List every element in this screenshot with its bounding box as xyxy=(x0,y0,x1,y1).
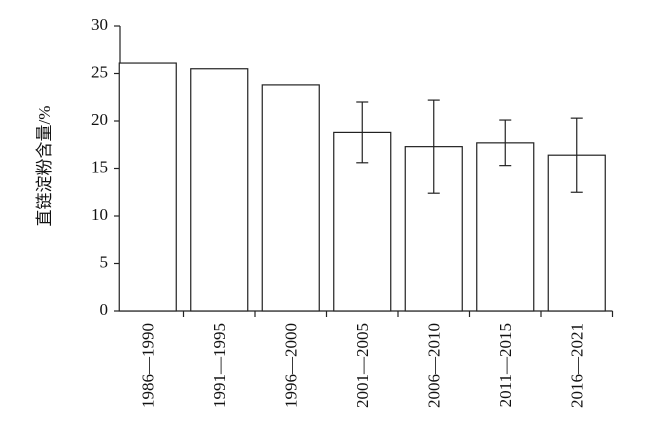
x-tick-label: 1996—2000 xyxy=(281,323,300,408)
x-tick-label: 2011—2015 xyxy=(496,323,515,407)
y-tick-label: 25 xyxy=(91,62,108,81)
y-tick-label: 15 xyxy=(91,157,108,176)
x-tick-label: 2001—2005 xyxy=(353,323,372,408)
bar xyxy=(118,62,177,312)
y-tick-label: 5 xyxy=(100,252,109,271)
bar xyxy=(261,84,320,312)
bar xyxy=(333,131,392,312)
x-tick-label: 1991—1995 xyxy=(210,323,229,408)
y-axis-label: 直链淀粉含量/% xyxy=(35,106,54,227)
x-tick-label: 1986—1990 xyxy=(138,323,157,408)
x-tick-label: 2006—2010 xyxy=(424,323,443,408)
x-tick-label: 2016—2021 xyxy=(567,323,586,408)
y-tick-label: 10 xyxy=(91,205,108,224)
bar xyxy=(190,68,249,312)
y-tick-label: 0 xyxy=(100,300,109,319)
y-tick-label: 20 xyxy=(91,110,108,129)
bar xyxy=(476,142,535,312)
y-tick-label: 30 xyxy=(91,15,108,34)
